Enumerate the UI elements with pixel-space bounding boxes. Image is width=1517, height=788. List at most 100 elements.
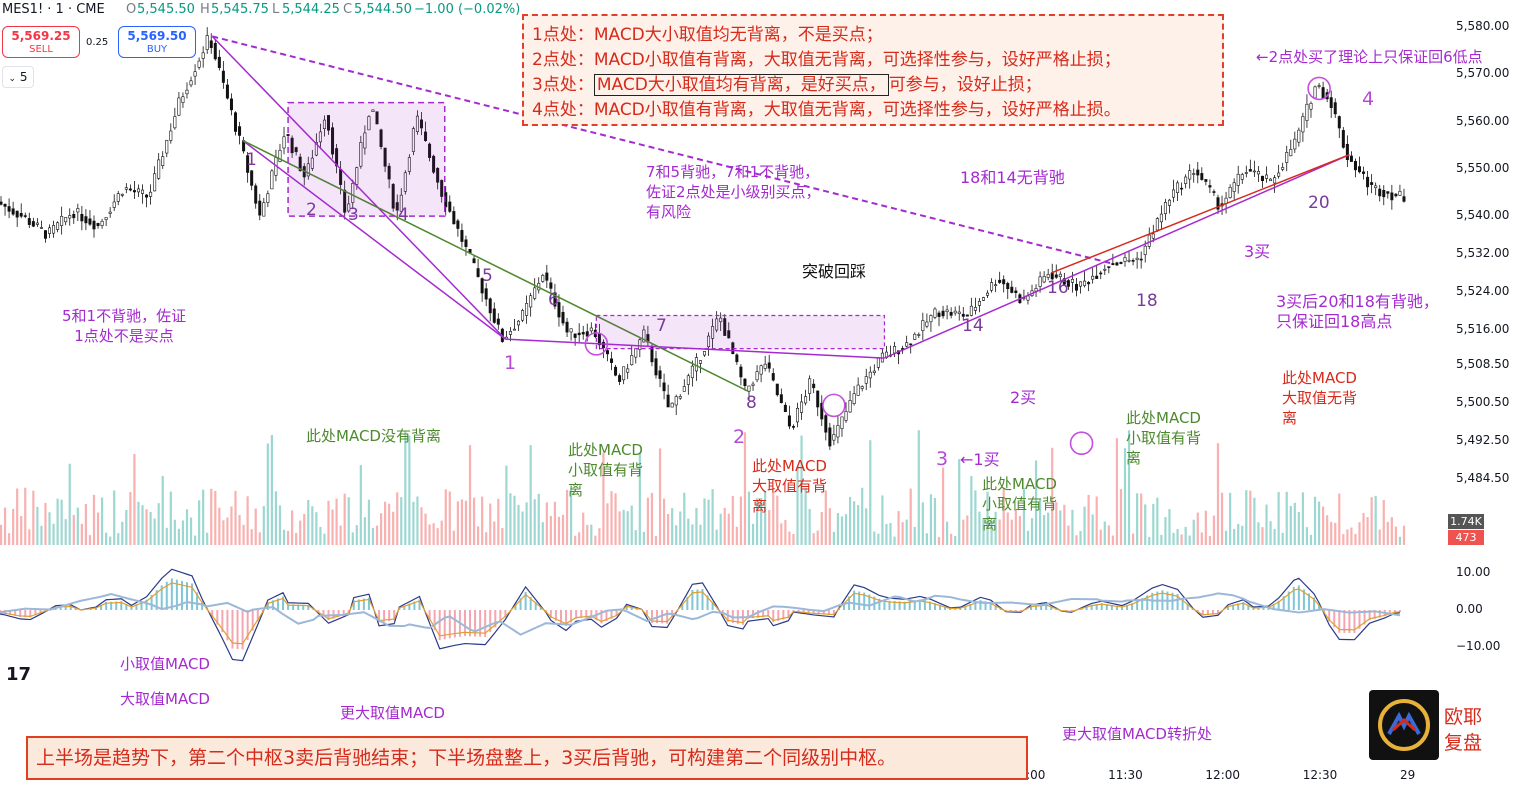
macd-histogram-bar — [802, 610, 805, 613]
macd-histogram-bar — [1297, 585, 1300, 610]
volume-bar — [412, 501, 415, 545]
macd-histogram-bar — [893, 601, 896, 610]
candle-body — [84, 216, 88, 224]
macd-histogram-bar — [1242, 602, 1245, 610]
volume-bar — [711, 489, 714, 545]
volume-bar — [1370, 497, 1373, 545]
volume-bar — [371, 527, 375, 545]
candle-body — [363, 132, 367, 149]
volume-bar — [1099, 529, 1102, 545]
volume-bar — [493, 521, 496, 545]
volume-bar — [476, 526, 480, 545]
macd-histogram-bar — [696, 589, 699, 610]
candle-body — [1135, 257, 1139, 260]
candle-body — [1349, 155, 1353, 162]
candle-body — [60, 215, 64, 226]
volume-bar — [1265, 504, 1268, 545]
volume-bar — [295, 532, 298, 545]
candle-body — [1099, 272, 1103, 275]
volume-bar — [731, 495, 734, 545]
volume-bar — [1350, 527, 1353, 545]
volume-bar — [266, 443, 269, 545]
volume-bar — [432, 523, 435, 545]
macd-histogram-bar — [908, 600, 911, 610]
volume-bar — [553, 501, 557, 545]
candle-body — [1159, 213, 1163, 223]
candle-body — [492, 308, 496, 323]
volume-bar — [1338, 493, 1341, 545]
macd-histogram-bar — [812, 610, 815, 614]
candle-body — [662, 382, 666, 392]
macd-histogram-bar — [175, 579, 178, 610]
candle-body — [1143, 245, 1147, 255]
volume-bar — [400, 497, 403, 545]
sell-button[interactable]: 5,569.25 SELL — [2, 26, 80, 58]
volume-bar — [1317, 501, 1321, 545]
annotation-line: 离 — [752, 497, 768, 515]
volume-bar — [1305, 527, 1309, 545]
macd-histogram-bar — [393, 610, 396, 621]
macd-histogram-bar — [772, 610, 775, 623]
symbol-name[interactable]: MES1! · 1 · CME — [2, 2, 105, 17]
annotation-breakout: 突破回踩 — [802, 262, 867, 281]
candle-body — [626, 368, 630, 373]
volume-bar — [1180, 534, 1183, 545]
macd-histogram-bar — [1115, 605, 1118, 610]
candle-body — [949, 312, 953, 316]
macd-histogram-bar — [443, 610, 446, 640]
volume-bar — [1362, 513, 1365, 545]
candle-body — [480, 278, 484, 294]
volume-bar — [125, 510, 128, 545]
volume-bar — [840, 516, 844, 545]
candle-body — [1010, 286, 1014, 293]
candle-body — [812, 383, 816, 389]
volume-bar — [278, 505, 282, 545]
macd-histogram-bar — [191, 583, 194, 610]
volume-bar — [994, 511, 997, 545]
candle-body — [860, 386, 864, 389]
candle-body — [1196, 169, 1200, 176]
candle-body — [585, 331, 589, 337]
volume-bar — [48, 512, 51, 545]
volume-bar — [1245, 490, 1248, 545]
buy-button[interactable]: 5,569.50 BUY — [118, 26, 196, 58]
volume-bar — [578, 532, 581, 545]
volume-bar — [40, 525, 43, 545]
macd-histogram-bar — [463, 610, 466, 637]
candle-body — [654, 358, 658, 376]
macd-histogram-bar — [787, 610, 790, 619]
candle-body — [310, 157, 314, 169]
candle-body — [124, 187, 128, 190]
candle-body — [913, 333, 917, 340]
candle-body — [1176, 182, 1180, 193]
annotation-small-macd: 小取值MACD — [120, 655, 210, 673]
candle-body — [209, 40, 213, 48]
candle-body — [1317, 85, 1321, 87]
macd-tick-label: −10.00 — [1456, 638, 1501, 653]
candle-body — [739, 366, 743, 378]
candle-body — [52, 225, 56, 234]
macd-histogram-bar — [428, 610, 431, 621]
volume-bar — [424, 513, 427, 545]
volume-bar — [20, 516, 23, 545]
volume-bar — [804, 487, 807, 545]
interval-selector[interactable]: ⌄ 5 — [2, 66, 34, 88]
macd-histogram-bar — [1328, 610, 1331, 622]
volume-bar — [1289, 505, 1292, 545]
volume-bar — [404, 430, 407, 545]
volume-bar — [675, 525, 678, 545]
macd-histogram-bar — [625, 605, 628, 610]
macd-histogram-bar — [989, 602, 992, 610]
candle-body — [723, 318, 727, 336]
volume-bar — [1394, 526, 1397, 545]
candle-body — [796, 407, 800, 423]
candle-body — [1390, 192, 1394, 201]
annotation-line: 离 — [568, 481, 584, 499]
volume-bar — [1277, 492, 1280, 545]
macd-histogram-bar — [135, 604, 138, 610]
macd-histogram-bar — [1282, 596, 1285, 610]
volume-bar — [1168, 509, 1171, 545]
stroke-label-3: 3 — [348, 205, 359, 225]
macd-histogram-bar — [388, 610, 391, 622]
